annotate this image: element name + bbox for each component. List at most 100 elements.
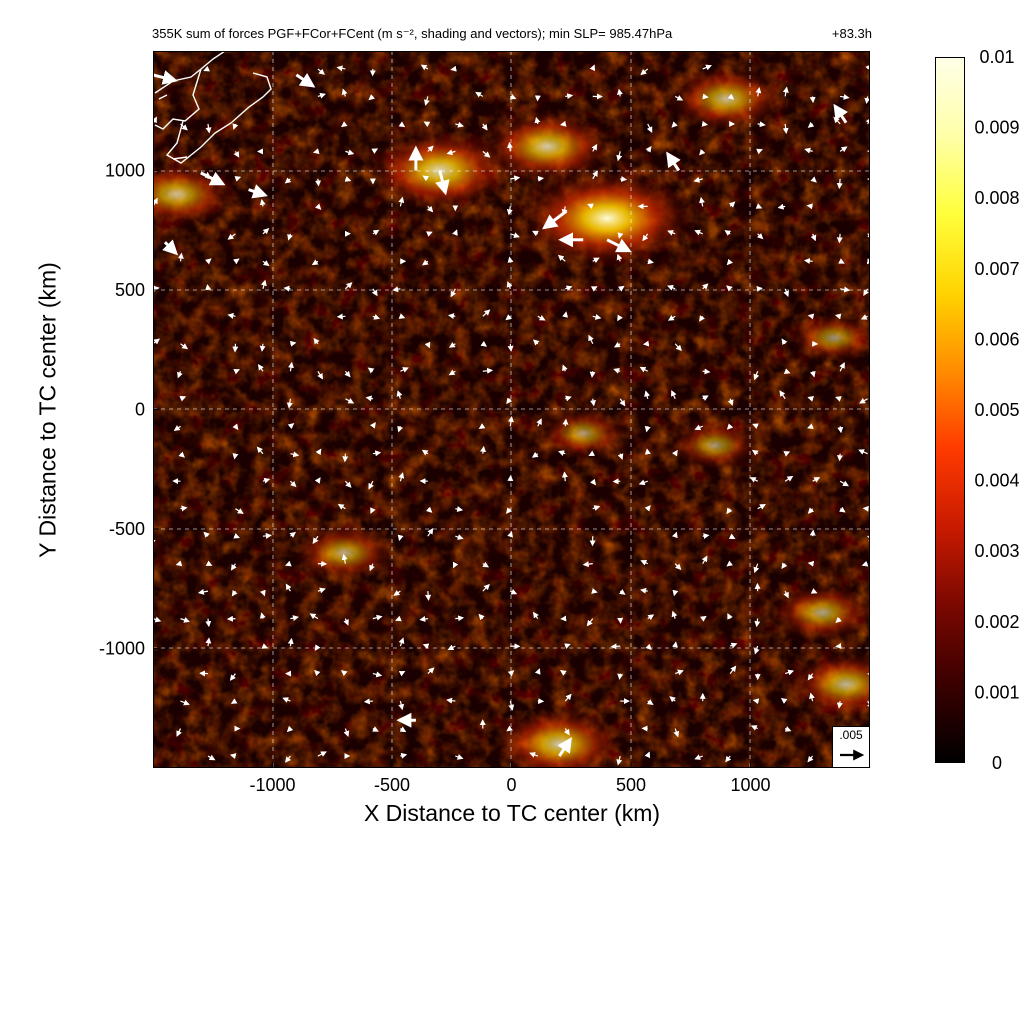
reference-vector-key: .005 [832, 726, 870, 768]
force-vector [173, 425, 181, 432]
force-vector [562, 418, 569, 427]
force-vector [289, 531, 296, 538]
x-tick-label: 1000 [730, 775, 770, 795]
force-vector [588, 334, 594, 345]
force-vector [613, 341, 621, 348]
force-vector [784, 726, 792, 732]
force-vector [260, 279, 267, 289]
force-vector [807, 313, 815, 320]
force-vector [315, 448, 322, 456]
force-vector [180, 123, 188, 131]
force-vector [725, 755, 732, 763]
force-vector [675, 669, 684, 676]
hotspot [668, 420, 761, 471]
force-vector [283, 285, 291, 292]
force-vector [618, 588, 626, 595]
force-vector [667, 230, 676, 236]
force-vector [447, 644, 456, 650]
force-vector [754, 618, 761, 628]
force-vector [233, 368, 241, 375]
force-vector [699, 196, 705, 207]
force-vector [753, 371, 760, 381]
force-vector [179, 395, 187, 402]
force-vector [290, 480, 297, 488]
force-vector [455, 506, 464, 512]
force-vector [369, 422, 376, 429]
force-vector [482, 561, 490, 568]
force-vector [617, 453, 624, 460]
force-vector [480, 340, 488, 347]
force-vector [372, 614, 383, 621]
force-vector [861, 560, 869, 567]
force-vector [645, 145, 652, 153]
force-vector [317, 92, 326, 99]
force-vector [205, 618, 212, 628]
force-vector [446, 697, 456, 704]
force-vector [726, 285, 733, 292]
force-vector [506, 725, 513, 732]
force-vector [343, 728, 350, 737]
force-vector [423, 96, 430, 106]
colorbar-tick-label: 0.006 [974, 329, 1019, 349]
force-vector [783, 590, 789, 599]
force-vector [589, 371, 596, 378]
force-vector [365, 395, 373, 402]
y-tick-label: 1000 [105, 161, 145, 181]
force-vector [836, 453, 843, 462]
force-vector [248, 184, 268, 199]
force-vector [398, 700, 405, 711]
force-vector [397, 425, 404, 433]
force-vector [803, 258, 813, 265]
force-vector [481, 123, 488, 131]
force-vector [446, 149, 456, 156]
force-vector [178, 451, 185, 458]
colorbar-tick-label: 0.003 [974, 541, 1019, 561]
x-axis-ticks: -1000 -500 0 500 1000 [249, 762, 771, 795]
force-vector [419, 616, 428, 622]
y-axis-ticks: -1000 -500 0 500 1000 [99, 161, 159, 659]
colorbar-tick-label: 0.005 [974, 400, 1019, 420]
force-vector [510, 589, 518, 595]
force-vector [425, 506, 433, 513]
force-vector [344, 370, 351, 378]
force-vector [562, 311, 569, 318]
force-vector [257, 364, 264, 372]
reference-arrow-icon [840, 749, 865, 761]
force-vector [750, 725, 758, 731]
force-vector [757, 121, 766, 128]
force-vector [197, 588, 209, 595]
x-axis-label: X Distance to TC center (km) [363, 800, 661, 826]
force-vector [506, 397, 513, 405]
force-vector [311, 259, 319, 266]
force-vector [807, 423, 814, 430]
force-vector [482, 367, 494, 374]
force-vector [693, 176, 703, 183]
force-vector [616, 253, 623, 262]
force-vector [259, 198, 266, 207]
force-vector [315, 178, 322, 187]
force-vector [448, 369, 456, 376]
force-vector [702, 93, 709, 100]
force-vector [371, 288, 378, 297]
force-vector [259, 589, 266, 597]
force-vector [558, 450, 566, 456]
force-vector [700, 615, 707, 622]
force-vector [227, 233, 236, 240]
force-vector [644, 390, 650, 399]
force-vector [229, 673, 236, 681]
force-vector [839, 480, 849, 487]
force-vector [726, 560, 733, 567]
force-vector [565, 395, 572, 402]
force-vector [398, 670, 406, 677]
force-vector [671, 610, 678, 619]
force-vector [231, 589, 238, 597]
force-vector [867, 671, 870, 678]
force-vector [647, 614, 655, 621]
force-vector [806, 203, 813, 210]
force-vector [368, 94, 375, 101]
force-vector [507, 531, 513, 538]
force-vector [557, 737, 572, 757]
force-vector [313, 337, 320, 345]
colorbar-tick-label: 0.004 [974, 471, 1019, 491]
